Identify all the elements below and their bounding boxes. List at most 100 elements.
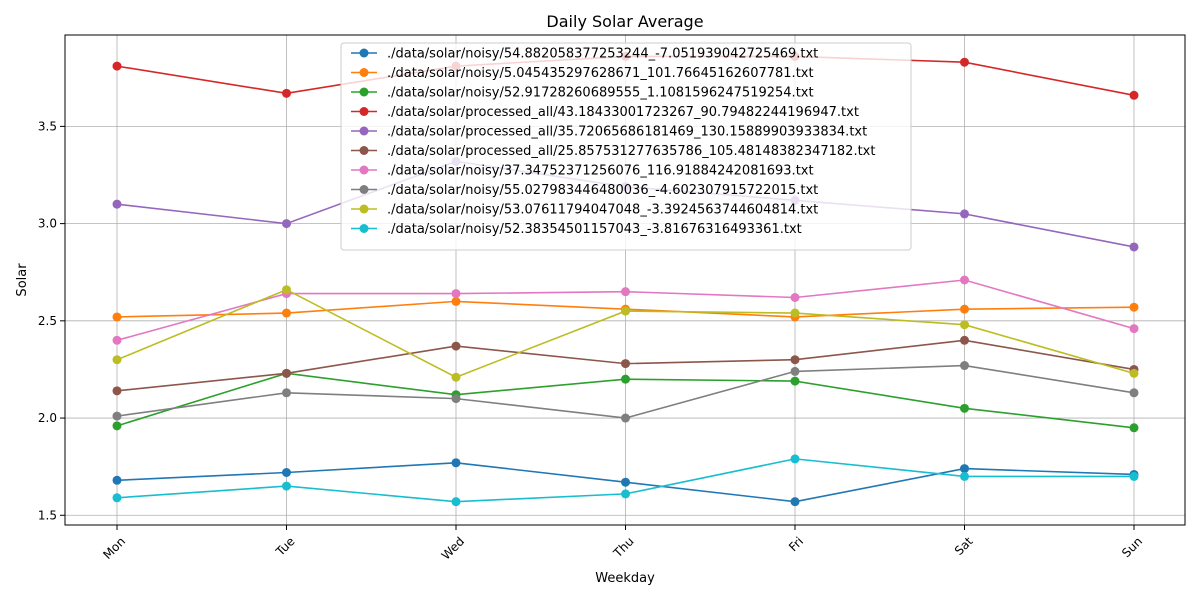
y-tick-label: 3.0: [38, 217, 57, 231]
legend-entry: ./data/solar/processed_all/35.7206568618…: [351, 125, 867, 140]
data-point: [112, 312, 122, 322]
data-point: [621, 306, 630, 316]
x-tick-label: Fri: [786, 534, 806, 554]
data-point: [1129, 324, 1139, 334]
data-point: [112, 335, 122, 345]
data-point: [960, 275, 969, 285]
data-point: [282, 481, 291, 491]
data-point: [621, 287, 630, 297]
series-8: [112, 361, 1139, 423]
data-point: [790, 497, 800, 507]
legend-marker: [359, 185, 369, 194]
legend-entry: ./data/solar/noisy/53.07611794047048_-3.…: [351, 203, 818, 218]
data-point: [960, 304, 969, 314]
x-tick-label: Sun: [1119, 534, 1145, 560]
data-point: [112, 386, 122, 396]
data-point: [451, 372, 461, 382]
data-point: [451, 458, 461, 468]
data-point: [112, 475, 122, 485]
legend-label: ./data/solar/noisy/53.07611794047048_-3.…: [387, 203, 818, 218]
legend-label: ./data/solar/noisy/5.045435297628671_101…: [387, 66, 814, 81]
data-point: [451, 296, 461, 306]
data-point: [1129, 368, 1139, 378]
data-point: [282, 285, 291, 295]
data-point: [621, 489, 630, 499]
data-point: [112, 61, 122, 71]
legend-label: ./data/solar/processed_all/43.1843300172…: [387, 105, 859, 120]
data-point: [960, 335, 969, 345]
x-axis-label: Weekday: [595, 571, 655, 586]
data-point: [621, 374, 630, 384]
legend-box: [340, 42, 912, 251]
data-point: [112, 411, 122, 421]
data-point: [960, 403, 969, 413]
data-point: [790, 454, 800, 464]
legend-label: ./data/solar/noisy/52.91728260689555_1.1…: [387, 86, 814, 101]
legend-entry: ./data/solar/processed_all/25.8575312776…: [351, 144, 875, 159]
legend-label: ./data/solar/noisy/54.882058377253244_-7…: [387, 47, 818, 62]
data-point: [1129, 90, 1139, 100]
legend-marker: [359, 48, 369, 58]
legend-label: ./data/solar/noisy/37.34752371256076_116…: [387, 164, 814, 179]
x-tick-label: Tue: [273, 534, 298, 559]
y-tick-label: 3.5: [38, 119, 57, 133]
data-point: [112, 421, 122, 431]
legend-entry: ./data/solar/processed_all/43.1843300172…: [351, 105, 859, 120]
data-point: [282, 468, 291, 477]
data-point: [960, 471, 969, 481]
legend-entry: ./data/solar/noisy/55.027983446480036_-4…: [351, 183, 818, 198]
data-point: [1129, 423, 1139, 433]
x-tick-label: Thu: [610, 534, 637, 561]
series-10: [112, 454, 1139, 507]
legend-marker: [359, 165, 369, 175]
data-point: [790, 293, 800, 302]
data-point: [1129, 242, 1139, 252]
data-point: [790, 366, 800, 376]
legend-marker: [359, 146, 369, 155]
legend-entry: ./data/solar/noisy/52.91728260689555_1.1…: [351, 86, 814, 101]
legend-marker: [359, 107, 369, 116]
data-point: [960, 361, 969, 371]
data-point: [621, 413, 630, 423]
legend-marker: [359, 87, 369, 97]
data-point: [960, 209, 969, 219]
data-point: [451, 289, 461, 299]
legend-label: ./data/solar/noisy/55.027983446480036_-4…: [387, 183, 818, 198]
data-point: [282, 388, 291, 398]
legend-label: ./data/solar/processed_all/25.8575312776…: [387, 144, 875, 159]
y-axis-label: Solar: [15, 263, 30, 297]
data-point: [451, 394, 461, 404]
data-point: [1129, 388, 1139, 398]
data-point: [282, 368, 291, 378]
data-point: [282, 88, 291, 98]
legend-label: ./data/solar/processed_all/35.7206568618…: [387, 125, 867, 140]
data-point: [282, 219, 291, 229]
legend-marker: [359, 126, 369, 136]
y-tick-label: 2.5: [38, 314, 57, 328]
legend-entry: ./data/solar/noisy/54.882058377253244_-7…: [351, 47, 818, 62]
data-point: [1129, 471, 1139, 481]
data-point: [282, 308, 291, 318]
y-tick-label: 1.5: [38, 508, 57, 522]
data-point: [112, 493, 122, 503]
legend-entry: ./data/solar/noisy/5.045435297628671_101…: [351, 66, 814, 81]
data-point: [1129, 302, 1139, 312]
data-point: [960, 464, 969, 474]
legend-entry: ./data/solar/noisy/52.38354501157043_-3.…: [351, 222, 802, 237]
data-point: [621, 477, 630, 487]
data-point: [960, 57, 969, 67]
legend-label: ./data/solar/noisy/52.38354501157043_-3.…: [387, 222, 802, 237]
data-point: [451, 341, 461, 351]
x-tick-label: Mon: [100, 534, 128, 562]
data-point: [790, 308, 800, 318]
series-9: [112, 285, 1139, 382]
legend-entry: ./data/solar/noisy/37.34752371256076_116…: [351, 164, 814, 179]
data-point: [112, 355, 122, 365]
data-point: [790, 376, 800, 386]
legend-marker: [359, 224, 369, 233]
y-tick-label: 2.0: [38, 411, 57, 425]
legend-marker: [359, 204, 369, 214]
data-point: [790, 355, 800, 365]
x-tick-label: Wed: [439, 534, 467, 562]
